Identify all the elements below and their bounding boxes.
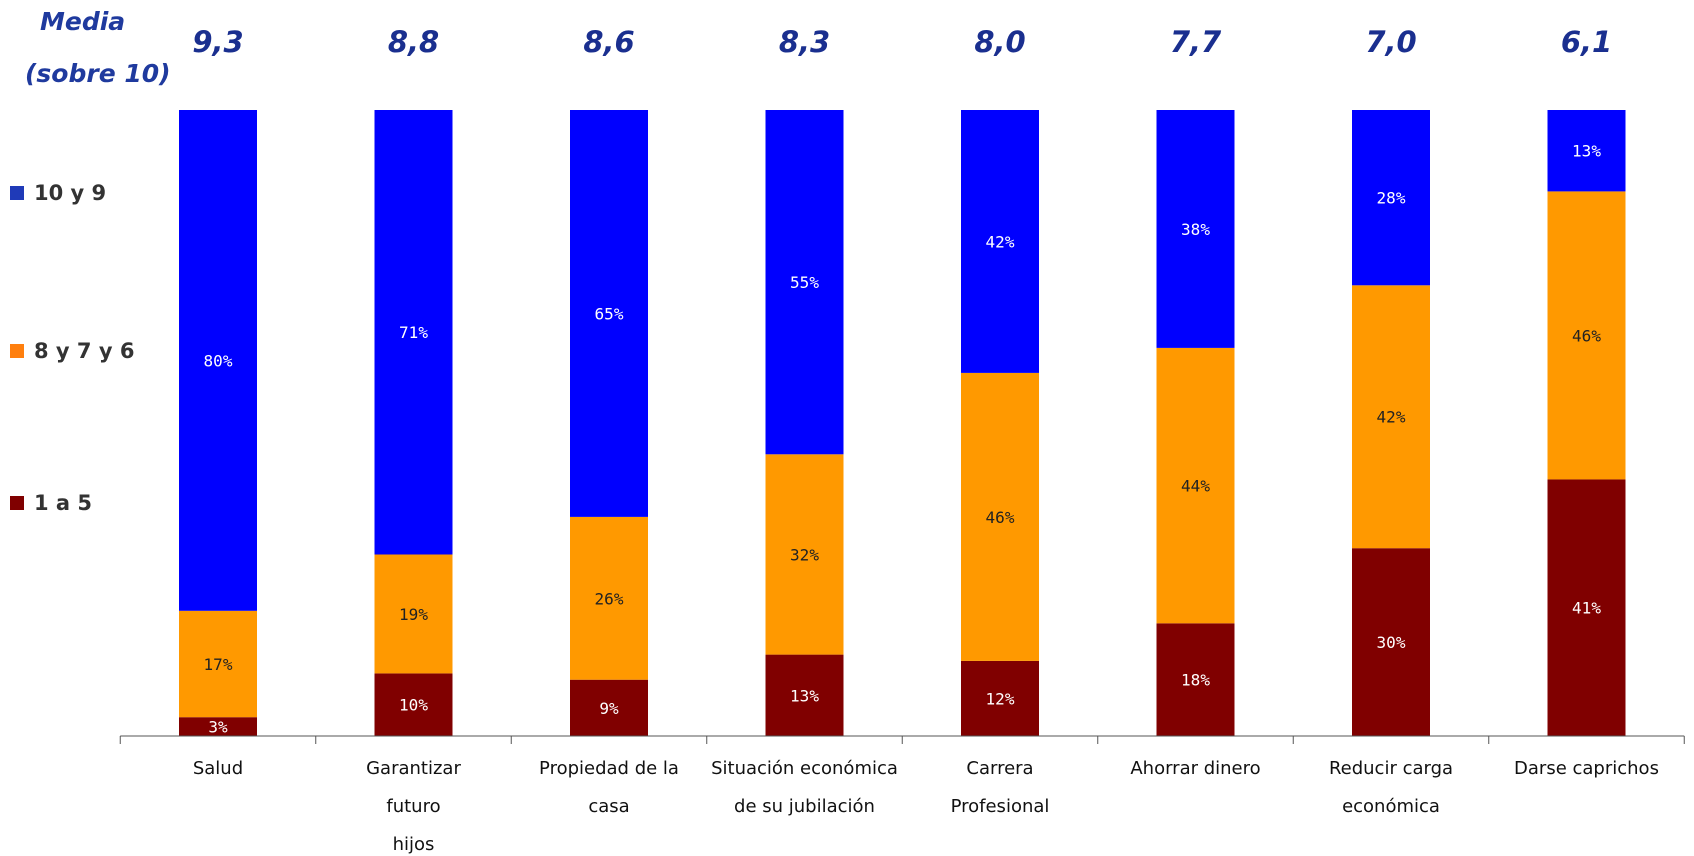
bar-segment bbox=[961, 660, 1039, 736]
bar-segment bbox=[1156, 110, 1235, 348]
data-label: 30% bbox=[1377, 633, 1406, 652]
category-label: casa bbox=[588, 796, 629, 817]
bar-segment bbox=[1352, 548, 1430, 736]
mean-label: 7,7 bbox=[1170, 25, 1222, 59]
legend-swatch bbox=[10, 496, 24, 510]
data-label: 71% bbox=[399, 323, 428, 342]
category-label: Reducir carga bbox=[1329, 758, 1453, 779]
data-label: 28% bbox=[1377, 189, 1406, 208]
data-label: 65% bbox=[595, 304, 624, 323]
mean-label: 8,3 bbox=[779, 25, 830, 59]
bar-segment bbox=[570, 110, 648, 517]
media-title-line1: Media bbox=[40, 7, 125, 36]
data-label: 3% bbox=[208, 718, 228, 737]
data-label: 19% bbox=[399, 605, 428, 624]
bar-segment bbox=[179, 717, 257, 736]
legend: 10 y 9 8 y 7 y 6 1 a 5 bbox=[10, 181, 134, 515]
data-label: 42% bbox=[986, 233, 1015, 252]
x-axis bbox=[119, 735, 1685, 744]
data-label: 38% bbox=[1181, 220, 1210, 239]
bar-segment bbox=[570, 516, 648, 680]
legend-swatch bbox=[10, 186, 24, 200]
category-label: Propiedad de la bbox=[539, 758, 679, 779]
data-label: 26% bbox=[595, 589, 624, 608]
bar-segment bbox=[961, 110, 1039, 373]
category-label: Carrera bbox=[966, 758, 1033, 779]
category-label: Profesional bbox=[951, 796, 1050, 817]
bar-segment bbox=[1547, 191, 1626, 480]
data-label: 13% bbox=[1572, 142, 1601, 161]
data-label: 46% bbox=[1572, 326, 1601, 345]
data-label: 46% bbox=[986, 508, 1015, 527]
bars: 3% 17% 80% 10% 19% 71% 9% 26% 65% 13% 32% 55% 12% 46%… bbox=[179, 110, 1626, 737]
category-label: Ahorrar dinero bbox=[1130, 758, 1260, 779]
bar-segment bbox=[765, 454, 844, 655]
bar-segment bbox=[1547, 479, 1626, 736]
data-label: 32% bbox=[790, 546, 819, 565]
legend-label: 10 y 9 bbox=[34, 181, 106, 205]
data-label: 55% bbox=[790, 273, 819, 292]
legend-swatch bbox=[10, 344, 24, 358]
bar-segment bbox=[374, 554, 453, 674]
bar-segment bbox=[1156, 623, 1235, 736]
bar-segment bbox=[1547, 110, 1626, 192]
data-label: 18% bbox=[1181, 671, 1210, 690]
category-label: Darse caprichos bbox=[1514, 758, 1659, 779]
mean-label: 7,0 bbox=[1365, 25, 1416, 59]
data-label: 9% bbox=[599, 699, 619, 718]
mean-label: 8,6 bbox=[583, 25, 634, 59]
data-label: 17% bbox=[204, 655, 233, 674]
legend-label: 1 a 5 bbox=[34, 491, 92, 515]
legend-label: 8 y 7 y 6 bbox=[34, 339, 134, 363]
bar-segment bbox=[1352, 110, 1430, 286]
category-label: Salud bbox=[193, 758, 243, 779]
data-label: 41% bbox=[1572, 599, 1601, 618]
mean-label: 6,1 bbox=[1561, 25, 1612, 59]
bar-segment bbox=[1156, 347, 1235, 624]
bar-segment bbox=[570, 679, 648, 736]
data-label: 44% bbox=[1181, 477, 1210, 496]
data-label: 10% bbox=[399, 696, 428, 715]
data-label: 80% bbox=[204, 351, 233, 370]
category-label: futuro bbox=[386, 796, 440, 817]
mean-label: 9,3 bbox=[192, 25, 243, 59]
data-label: 12% bbox=[986, 689, 1015, 708]
category-label: Garantizar bbox=[366, 758, 461, 779]
category-label: Situación económica bbox=[711, 758, 898, 779]
bar-segment bbox=[374, 673, 453, 736]
data-label: 42% bbox=[1377, 408, 1406, 427]
media-title-line2: (sobre 10) bbox=[25, 59, 171, 88]
bar-segment bbox=[765, 654, 844, 736]
category-label: de su jubilación bbox=[734, 796, 875, 817]
mean-values: 9,3 8,8 8,6 8,3 8,0 7,7 7,0 6,1 bbox=[192, 25, 1612, 59]
mean-label: 8,0 bbox=[974, 25, 1025, 59]
bar-segment bbox=[1352, 285, 1430, 549]
bar-segment bbox=[961, 372, 1039, 661]
category-label: hijos bbox=[393, 834, 435, 855]
category-labels: Salud Garantizar futuro hijos Propiedad de l… bbox=[193, 758, 1659, 855]
bar-segment bbox=[179, 110, 257, 611]
data-label: 13% bbox=[790, 686, 819, 705]
mean-label: 8,8 bbox=[388, 25, 439, 59]
bar-segment bbox=[374, 110, 453, 555]
bar-segment bbox=[765, 110, 844, 455]
bar-segment bbox=[179, 610, 257, 718]
category-label: económica bbox=[1342, 796, 1440, 817]
